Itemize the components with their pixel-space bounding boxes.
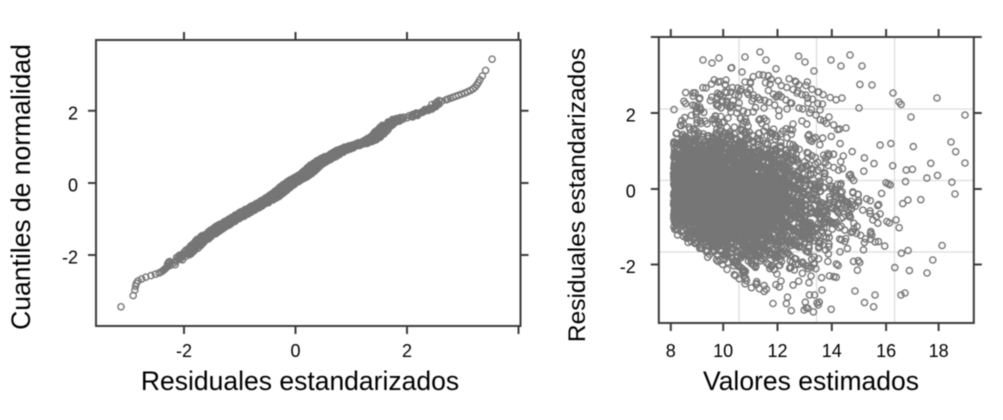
svg-text:Residuales estandarizados: Residuales estandarizados [141, 366, 459, 396]
svg-text:16: 16 [876, 341, 896, 361]
svg-text:18: 18 [929, 341, 949, 361]
svg-text:14: 14 [822, 341, 842, 361]
svg-text:0: 0 [68, 176, 78, 196]
svg-text:10: 10 [713, 341, 733, 361]
svg-text:2: 2 [402, 341, 412, 361]
svg-text:-2: -2 [176, 341, 192, 361]
svg-text:Valores estimados: Valores estimados [703, 366, 919, 396]
svg-text:0: 0 [626, 182, 636, 202]
svg-text:8: 8 [666, 341, 676, 361]
svg-text:Residuales estandarizados: Residuales estandarizados [564, 48, 591, 342]
svg-text:2: 2 [626, 106, 636, 126]
svg-text:Cuantiles de normalidad: Cuantiles de normalidad [6, 44, 36, 330]
svg-text:0: 0 [290, 341, 300, 361]
svg-text:2: 2 [68, 103, 78, 123]
svg-text:-2: -2 [620, 257, 636, 277]
svg-text:12: 12 [767, 341, 787, 361]
svg-text:-2: -2 [62, 248, 78, 268]
